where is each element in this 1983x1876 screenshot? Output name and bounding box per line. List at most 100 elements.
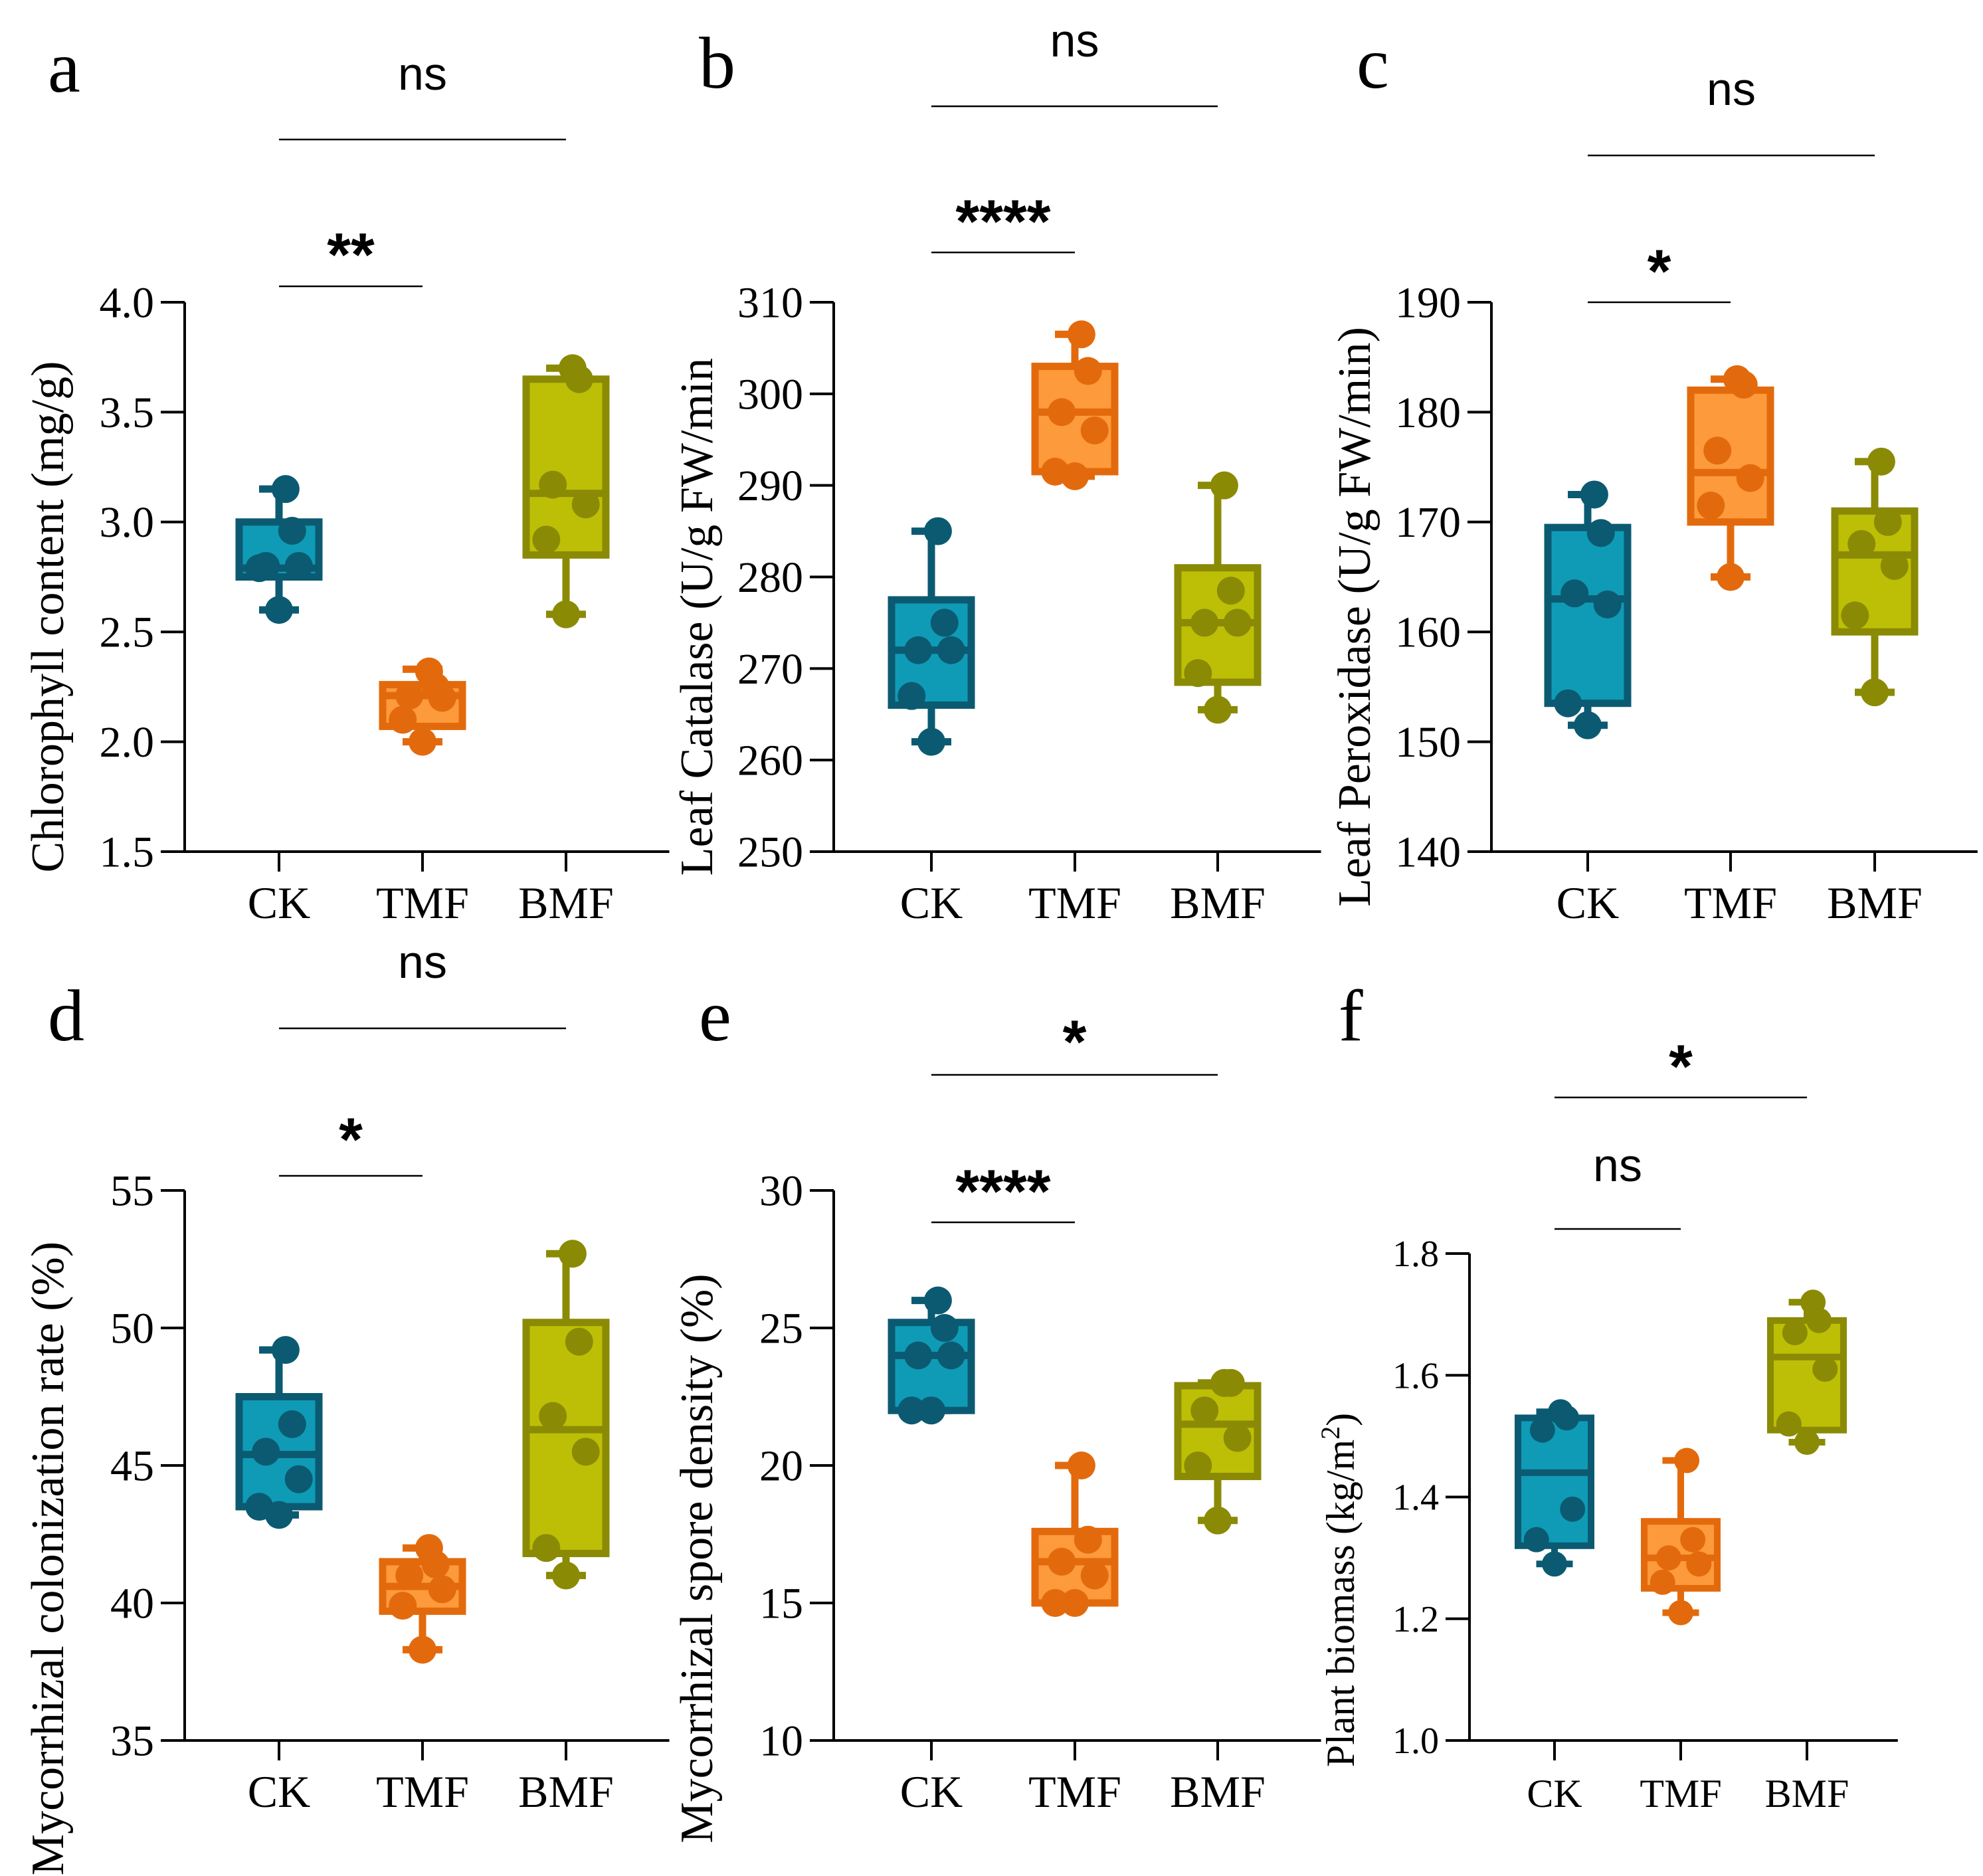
panel-letter: d bbox=[48, 975, 84, 1056]
y-axis-title-superscript: 2 bbox=[1315, 1426, 1345, 1440]
data-point bbox=[252, 551, 280, 580]
y-tick-label: 35 bbox=[110, 1717, 154, 1765]
data-point bbox=[897, 1396, 926, 1425]
data-point bbox=[1190, 1396, 1219, 1425]
data-point bbox=[1668, 1600, 1693, 1626]
data-point bbox=[284, 551, 313, 580]
data-point bbox=[571, 1438, 600, 1466]
y-tick-label: 3.5 bbox=[100, 389, 155, 437]
significance-label: ns bbox=[1593, 1139, 1642, 1191]
data-point bbox=[271, 475, 300, 504]
y-tick-label: 40 bbox=[110, 1579, 154, 1628]
data-point bbox=[917, 727, 945, 756]
data-point bbox=[1074, 357, 1102, 385]
y-tick-label: 140 bbox=[1395, 828, 1461, 876]
box-iqr bbox=[522, 1319, 610, 1557]
data-point bbox=[558, 354, 587, 383]
y-tick-label: 290 bbox=[737, 462, 803, 510]
box-bmf bbox=[522, 354, 610, 628]
panel-letter: b bbox=[699, 23, 735, 104]
data-point bbox=[1184, 1452, 1212, 1479]
box-bmf bbox=[1831, 447, 1919, 707]
data-point bbox=[1650, 1569, 1675, 1595]
x-tick-label-ck: CK bbox=[248, 1766, 310, 1817]
data-point bbox=[539, 1402, 567, 1430]
box-bmf bbox=[1767, 1289, 1847, 1455]
x-tick-label-bmf: BMF bbox=[1170, 1766, 1266, 1817]
y-tick-label: 2.0 bbox=[100, 718, 155, 767]
data-point bbox=[1680, 1527, 1706, 1552]
data-point bbox=[1880, 551, 1909, 580]
data-point bbox=[1800, 1289, 1826, 1315]
y-tick-label: 25 bbox=[759, 1304, 803, 1353]
y-axis-title: Mycorrhizal colonization rate (%) bbox=[23, 1242, 74, 1875]
y-tick-label: 4.0 bbox=[100, 278, 155, 327]
data-point bbox=[917, 1396, 945, 1425]
data-point bbox=[1061, 1589, 1089, 1617]
data-point bbox=[278, 1410, 306, 1438]
y-tick-label: 15 bbox=[759, 1579, 803, 1628]
box-tmf bbox=[379, 1534, 466, 1664]
significance-label: ns bbox=[398, 936, 447, 988]
data-point bbox=[245, 1493, 274, 1521]
data-point bbox=[1717, 563, 1745, 591]
y-tick-label: 20 bbox=[759, 1442, 803, 1490]
data-point bbox=[409, 1636, 436, 1664]
y-tick-label: 260 bbox=[737, 737, 803, 785]
box-tmf bbox=[1031, 320, 1119, 490]
panel-b: b 250 260 270 280 290 300 310 CK TMF BMF Leaf Catal… bbox=[672, 15, 1321, 928]
y-tick-label: 250 bbox=[737, 828, 803, 876]
data-point bbox=[1067, 1452, 1095, 1479]
y-tick-label: 280 bbox=[737, 553, 803, 602]
y-axis-title: Chlorophyll content (mg/g) bbox=[23, 361, 74, 873]
box-tmf bbox=[1031, 1452, 1119, 1617]
y-tick-label: 170 bbox=[1395, 498, 1461, 547]
box-bmf bbox=[1174, 1368, 1262, 1535]
y-tick-label: 310 bbox=[737, 278, 803, 327]
data-point bbox=[923, 1286, 952, 1315]
x-tick-label-tmf: TMF bbox=[376, 878, 469, 928]
significance-label: ** bbox=[327, 221, 375, 289]
data-point bbox=[1697, 491, 1725, 519]
x-tick-label-ck: CK bbox=[900, 1766, 963, 1817]
data-point bbox=[1560, 1496, 1586, 1522]
y-tick-label: 55 bbox=[110, 1167, 154, 1215]
data-point bbox=[1523, 1527, 1549, 1552]
box-iqr bbox=[1515, 1414, 1594, 1549]
x-tick-label-bmf: BMF bbox=[518, 878, 614, 928]
data-point bbox=[1703, 436, 1732, 465]
y-tick-label: 180 bbox=[1395, 389, 1461, 437]
data-point bbox=[1210, 1368, 1238, 1397]
data-point bbox=[1067, 320, 1095, 349]
x-tick-label-bmf: BMF bbox=[1827, 878, 1923, 928]
data-point bbox=[1554, 689, 1582, 717]
y-tick-label: 2.5 bbox=[100, 609, 155, 657]
box-tmf bbox=[1641, 1448, 1721, 1626]
data-point bbox=[897, 682, 926, 710]
x-tick-label-bmf: BMF bbox=[1765, 1772, 1849, 1816]
data-point bbox=[395, 682, 424, 710]
data-point bbox=[937, 636, 965, 664]
data-point bbox=[1223, 1424, 1252, 1452]
x-tick-label-tmf: TMF bbox=[1640, 1772, 1721, 1816]
data-point bbox=[1048, 1547, 1076, 1576]
box-ck bbox=[235, 1336, 323, 1529]
box-ck bbox=[888, 517, 975, 756]
panel-a: a 1.5 2.0 2.5 3.0 3.5 4.0 CK TMF BMF Chlorophyll c… bbox=[23, 27, 670, 928]
box-ck bbox=[888, 1286, 975, 1425]
x-tick-label-ck: CK bbox=[900, 878, 963, 928]
data-point bbox=[923, 517, 952, 545]
data-point bbox=[389, 1592, 417, 1620]
significance-label: * bbox=[1063, 1008, 1087, 1076]
x-tick-label-tmf: TMF bbox=[1684, 878, 1777, 928]
panel-letter: a bbox=[48, 27, 80, 108]
significance-label: * bbox=[1669, 1033, 1693, 1101]
box-ck bbox=[1515, 1399, 1594, 1577]
data-point bbox=[937, 1341, 965, 1370]
y-tick-label: 1.4 bbox=[1392, 1477, 1439, 1519]
data-point bbox=[1841, 601, 1869, 630]
data-point bbox=[1529, 1417, 1555, 1443]
data-point bbox=[1041, 1589, 1070, 1617]
data-point bbox=[271, 1336, 300, 1364]
data-point bbox=[1184, 659, 1212, 688]
